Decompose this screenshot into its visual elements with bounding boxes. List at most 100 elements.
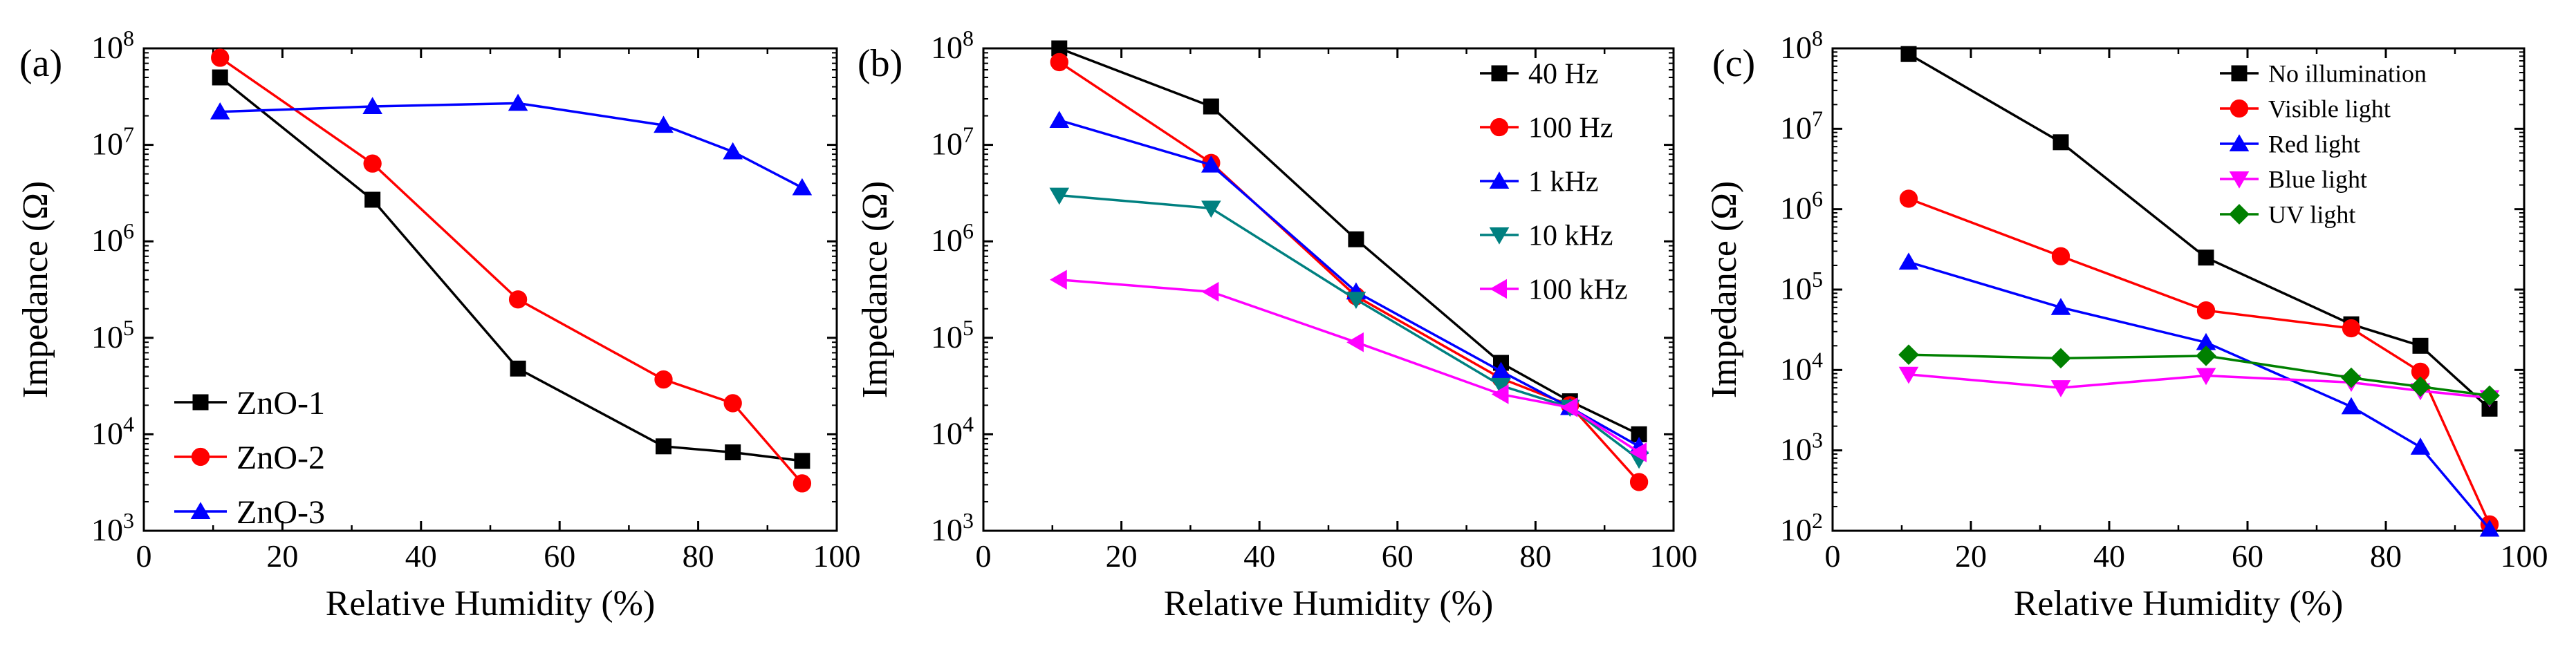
data-point <box>2410 437 2431 455</box>
legend-label: 100 Hz <box>1528 113 1613 144</box>
legend-marker <box>1490 117 1509 137</box>
x-tick-label: 60 <box>1382 538 1414 574</box>
y-axis-label: Impedance (Ω) <box>16 181 55 398</box>
x-tick-label: 100 <box>1650 538 1698 574</box>
data-point <box>2410 376 2431 397</box>
series-line <box>220 102 803 189</box>
data-point <box>1898 252 1919 270</box>
data-point <box>363 154 382 173</box>
data-point <box>2053 134 2069 151</box>
data-point <box>723 142 743 160</box>
data-point <box>654 370 673 389</box>
y-tick-label: 104 <box>1780 347 1823 386</box>
y-tick-label: 107 <box>91 122 134 162</box>
y-axis-label: Impedance (Ω) <box>1705 181 1744 398</box>
data-point <box>508 93 528 111</box>
y-tick-label: 105 <box>91 315 134 355</box>
series-line <box>219 57 804 484</box>
data-point <box>1346 332 1364 352</box>
data-point <box>2196 301 2216 320</box>
panel-label: (a) <box>19 42 62 85</box>
legend-label: UV light <box>2268 201 2355 229</box>
legend-label: 100 kHz <box>1528 274 1627 306</box>
data-point <box>1560 397 1578 417</box>
y-tick-label: 106 <box>91 218 134 258</box>
x-tick-label: 20 <box>1106 538 1138 574</box>
data-point <box>1203 98 1219 115</box>
legend-marker <box>192 394 209 411</box>
data-point <box>2050 298 2071 315</box>
y-tick-label: 102 <box>1780 508 1823 547</box>
x-tick-label: 40 <box>1243 538 1275 574</box>
y-tick-label: 103 <box>91 508 134 547</box>
legend-marker <box>1489 227 1510 245</box>
data-point <box>2479 519 2500 537</box>
legend-label: 10 kHz <box>1528 220 1613 252</box>
series-line <box>1908 373 2490 399</box>
y-tick-label: 104 <box>91 411 134 451</box>
x-tick-label: 60 <box>2232 538 2263 574</box>
legend-marker <box>2229 171 2250 189</box>
legend-label: Red light <box>2268 131 2360 158</box>
data-point <box>1201 200 1221 218</box>
plot-frame <box>1831 47 2526 532</box>
x-tick-label: 80 <box>2370 538 2402 574</box>
data-point <box>508 290 528 309</box>
legend-marker <box>1491 65 1508 82</box>
x-tick-label: 0 <box>1825 538 1841 574</box>
data-point <box>725 444 741 461</box>
data-point <box>1491 361 1511 379</box>
data-point <box>510 360 526 377</box>
y-tick-label: 108 <box>91 26 134 65</box>
data-point <box>1629 473 1649 491</box>
x-tick-label: 0 <box>136 538 152 574</box>
data-point <box>723 394 742 413</box>
data-point <box>212 69 228 86</box>
x-tick-label: 100 <box>813 538 861 574</box>
data-point <box>1049 187 1070 205</box>
series-line <box>1058 61 1640 483</box>
x-axis-label: Relative Humidity (%) <box>326 584 656 623</box>
data-point <box>362 97 382 115</box>
data-point <box>1050 53 1068 72</box>
legend-label: ZnO-1 <box>237 385 325 422</box>
legend-marker <box>2229 204 2250 225</box>
data-point <box>2198 249 2214 266</box>
y-tick-label: 106 <box>931 218 974 258</box>
y-tick-label: 103 <box>931 508 974 547</box>
legend-marker <box>2231 65 2248 82</box>
x-tick-label: 20 <box>266 538 298 574</box>
legend-marker <box>190 502 211 519</box>
data-point <box>1346 292 1366 309</box>
y-tick-label: 107 <box>1780 106 1823 145</box>
x-tick-label: 20 <box>1955 538 1987 574</box>
legend-marker <box>191 447 210 467</box>
legend-label: Visible light <box>2268 95 2391 123</box>
y-tick-label: 106 <box>1780 187 1823 226</box>
legend-marker <box>1489 171 1510 189</box>
y-tick-label: 107 <box>931 122 974 162</box>
y-tick-label: 103 <box>1780 428 1823 467</box>
y-tick-label: 105 <box>931 315 974 355</box>
data-point <box>2341 367 2362 388</box>
data-point <box>2050 348 2071 369</box>
series-line <box>219 76 803 462</box>
data-point <box>210 102 230 120</box>
data-point <box>654 115 674 133</box>
data-point <box>2196 368 2216 386</box>
y-axis-label: Impedance (Ω) <box>855 181 895 398</box>
x-tick-label: 80 <box>1519 538 1551 574</box>
legend-label: 1 kHz <box>1528 167 1598 198</box>
data-point <box>1491 377 1511 395</box>
data-point <box>1898 366 1919 384</box>
data-point <box>211 48 230 67</box>
series-line <box>1908 261 2491 530</box>
data-point <box>793 474 812 493</box>
series-line <box>1059 279 1640 453</box>
data-point <box>2196 345 2216 366</box>
x-axis-label: Relative Humidity (%) <box>1164 584 1494 623</box>
x-tick-label: 40 <box>405 538 437 574</box>
data-point <box>1900 46 1917 62</box>
legend-label: Blue light <box>2268 166 2367 194</box>
